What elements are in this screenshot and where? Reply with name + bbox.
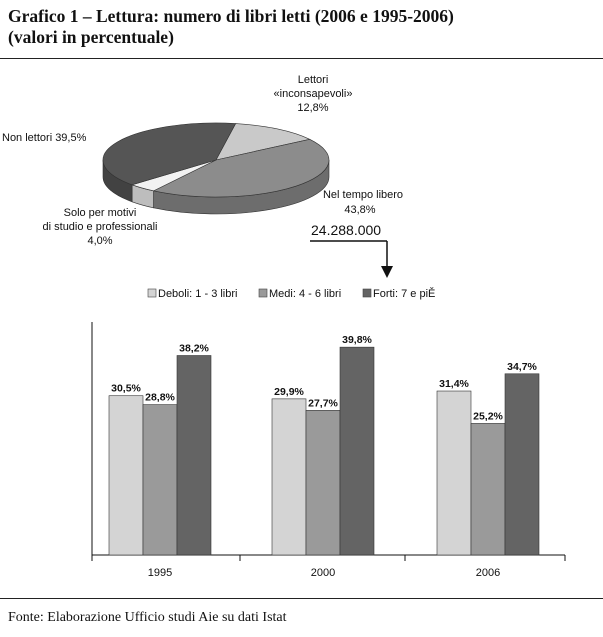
title-line-2: (valori in percentuale)	[8, 27, 174, 47]
bar-label-forti-1995: 38,2%	[179, 343, 209, 355]
bar-label-medi-1995: 28,8%	[145, 392, 175, 404]
legend-label-forti: Forti: 7 e piĚ	[373, 287, 435, 300]
legend-swatch-medi	[258, 288, 268, 298]
legend: Deboli: 1 - 3 libri Medi: 4 - 6 libri Fo…	[147, 287, 435, 300]
pie-label-inconsapevoli-3: 12,8%	[297, 102, 328, 114]
pie-label-tempo-libero-2: 43,8%	[344, 204, 375, 216]
pie-label-inconsapevoli-2: «inconsapevoli»	[274, 88, 353, 100]
bar-label-deboli-2006: 31,4%	[439, 378, 469, 390]
bar-label-forti-2006: 34,7%	[507, 361, 537, 373]
top-rule	[0, 58, 603, 59]
bar-label-medi-2006: 25,2%	[473, 410, 503, 422]
x-tick-label-2006: 2006	[476, 567, 500, 579]
x-tick-label-1995: 1995	[148, 567, 172, 579]
pie-slice-tempo-libero	[152, 139, 330, 198]
bar-medi-2000	[305, 410, 341, 556]
pie-slice-non-lettori	[102, 122, 237, 186]
source-note: Fonte: Elaborazione Ufficio studi Aie su…	[8, 610, 287, 625]
callout-value: 24.288.000	[311, 222, 381, 238]
pie-label-studio-2: di studio e professionali	[43, 221, 158, 233]
pie-label-inconsapevoli-1: Lettori	[298, 74, 329, 86]
bar-medi-2006	[470, 423, 506, 556]
pie-label-studio-1: Solo per motivi	[64, 207, 137, 219]
bar-label-deboli-2000: 29,9%	[274, 386, 304, 398]
bar-forti-2006	[504, 373, 540, 556]
bar-medi-1995	[142, 404, 178, 556]
bar-deboli-2006	[436, 390, 472, 556]
bar-deboli-1995	[108, 395, 144, 556]
legend-swatch-deboli	[147, 288, 157, 298]
chart-title: Grafico 1 – Lettura: numero di libri let…	[8, 6, 598, 48]
pie-label-tempo-libero-1: Nel tempo libero	[323, 189, 403, 201]
pie-label-non-lettori: Non lettori 39,5%	[2, 132, 87, 144]
bar-label-medi-2000: 27,7%	[308, 397, 338, 409]
legend-swatch-forti	[362, 288, 372, 298]
bar-label-deboli-1995: 30,5%	[111, 383, 141, 395]
bar-label-forti-2000: 39,8%	[342, 334, 372, 346]
bar-forti-1995	[176, 355, 212, 556]
pie-chart	[102, 122, 330, 215]
bar-forti-2000	[339, 346, 375, 556]
title-line-1: Grafico 1 – Lettura: numero di libri let…	[8, 6, 454, 26]
legend-label-medi: Medi: 4 - 6 libri	[269, 288, 341, 300]
bar-deboli-2000	[271, 398, 307, 556]
legend-label-deboli: Deboli: 1 - 3 libri	[158, 288, 237, 300]
bar-chart: 30,5% 28,8% 38,2% 1995 29,9% 27,7% 39,8% 2000 31…	[91, 322, 566, 579]
bottom-rule	[0, 598, 603, 599]
pie-label-studio-3: 4,0%	[87, 235, 112, 247]
x-tick-label-2000: 2000	[311, 567, 335, 579]
pie-slice-inconsapevoli	[215, 123, 311, 161]
